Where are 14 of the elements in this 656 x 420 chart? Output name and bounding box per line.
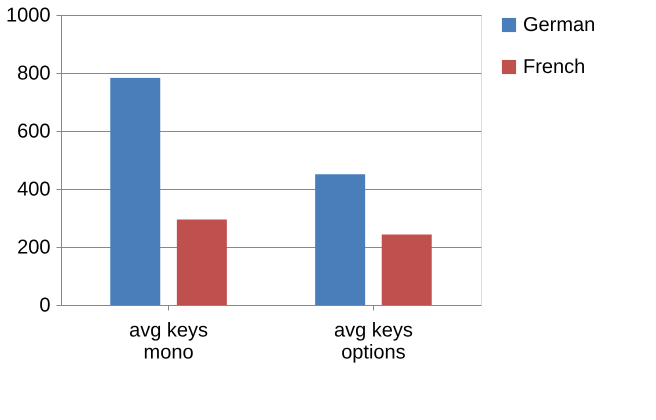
- bar: [176, 219, 227, 305]
- y-tick-label: 200: [17, 236, 50, 258]
- legend-label: French: [523, 56, 586, 78]
- y-tick-label: 600: [17, 120, 50, 142]
- bar: [110, 78, 160, 305]
- y-tick-label: 400: [17, 178, 50, 200]
- y-tick-label: 0: [39, 294, 50, 316]
- y-tick-label: 800: [17, 62, 50, 84]
- bar: [315, 174, 366, 305]
- bar: [382, 234, 432, 305]
- y-tick-label: 1000: [6, 4, 50, 26]
- x-tick-label: avg keys mono: [129, 320, 208, 364]
- x-tick-label: avg keys options: [334, 320, 413, 364]
- legend-label: German: [523, 14, 596, 36]
